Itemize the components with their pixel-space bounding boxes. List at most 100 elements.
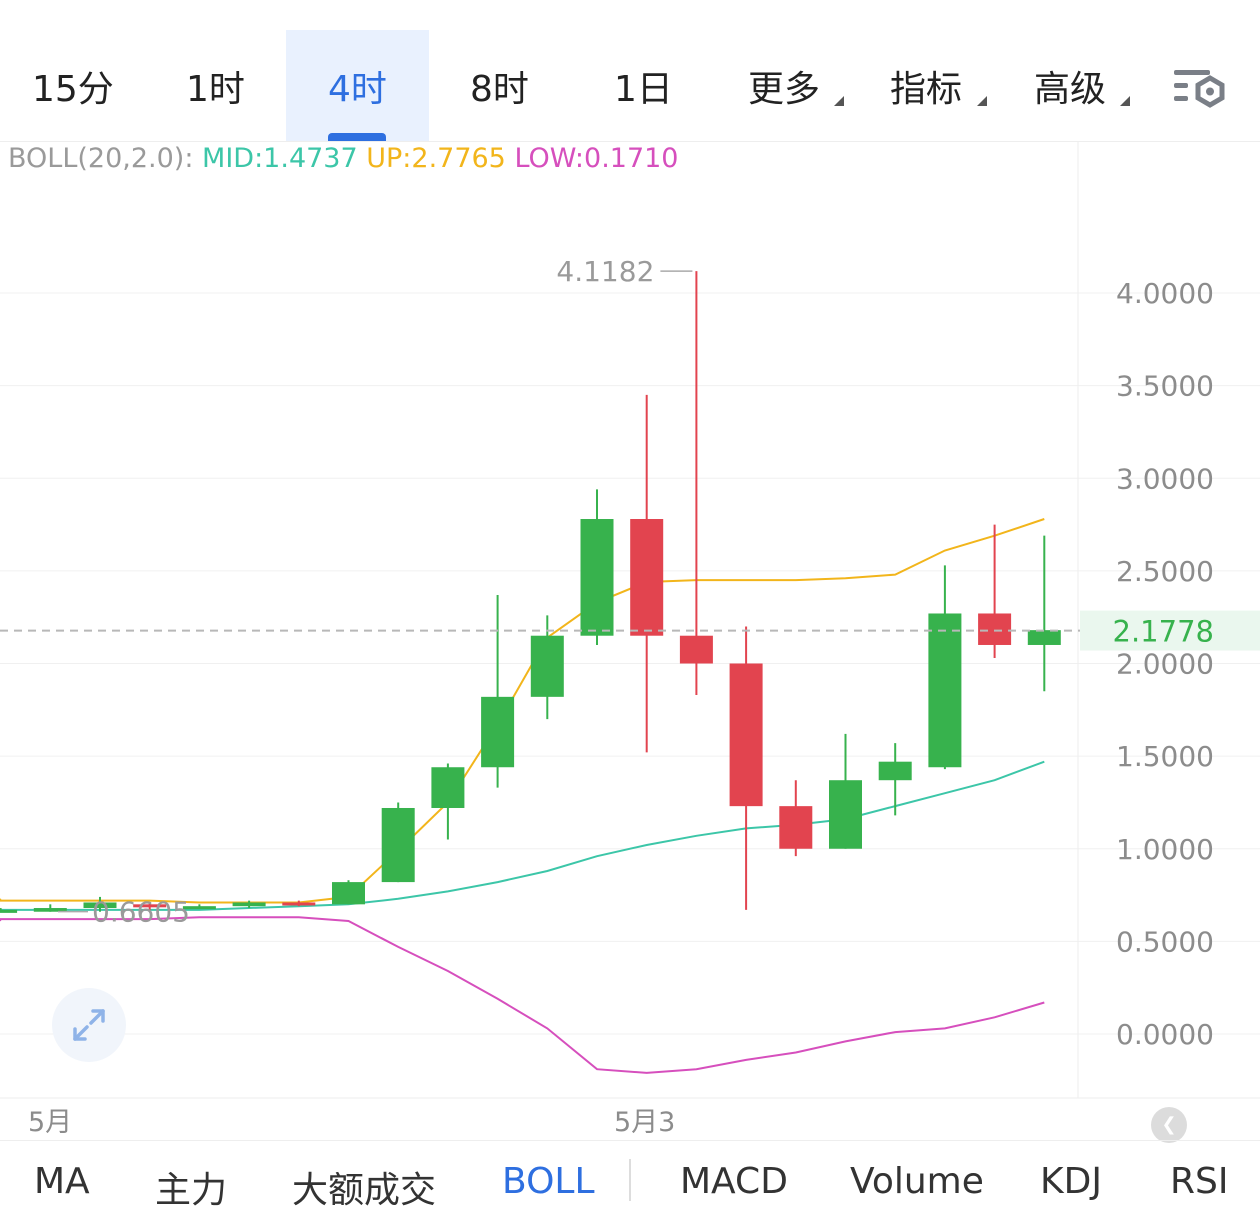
candle-body [829, 780, 862, 849]
current-price-tag [1080, 610, 1260, 651]
candle [878, 743, 912, 816]
candle [431, 763, 465, 840]
x-axis-label-may3: 5月3 [614, 1107, 676, 1138]
tab-1h[interactable]: 1时 [186, 69, 245, 110]
candle [978, 524, 1012, 658]
candle-body [133, 904, 167, 908]
axis-labels: 4.0000 3.5000 3.0000 2.5000 2.0000 1.5000 1.00… [1116, 277, 1214, 1051]
candle-body [630, 519, 664, 636]
max-price-label: 4.1182 [556, 255, 654, 288]
candle-body [1027, 630, 1061, 645]
boll-legend-low: LOW:0.1710 [514, 143, 679, 174]
candle-body [530, 635, 564, 697]
boll-legend-mid: MID:1.4737 [202, 143, 358, 174]
candle [779, 780, 813, 857]
boll-legend-name: BOLL(20,2.0): [8, 143, 194, 174]
candle-body [481, 696, 515, 768]
top-divider [0, 141, 1260, 142]
boll-legend-up: UP:2.7765 [366, 143, 506, 174]
advanced-dropdown-caret-icon [1120, 96, 1130, 106]
indicator-separator [629, 1159, 631, 1201]
indicator-ma[interactable]: MA [34, 1161, 90, 1202]
candle [928, 565, 962, 770]
grid [0, 292, 1260, 1035]
tab-4h-highlight [286, 30, 429, 142]
candle [33, 904, 67, 912]
candle [232, 900, 266, 909]
y-axis-tick-label: 0.5000 [1116, 925, 1214, 958]
candle-body [0, 909, 18, 913]
y-axis-tick-label: 1.0000 [1116, 833, 1214, 866]
candle [182, 904, 216, 910]
indicator-dropdown-caret-icon [977, 96, 987, 106]
candle-body [182, 906, 216, 910]
candle [481, 594, 515, 788]
candle [83, 896, 117, 912]
y-axis-tick-label: 1.5000 [1116, 740, 1214, 773]
x-axis-label-may: 5月 [28, 1107, 73, 1138]
y-axis-tick-label: 2.5000 [1116, 555, 1214, 588]
tab-15m[interactable]: 15分 [32, 69, 114, 110]
advanced-dropdown[interactable]: 高级 [1034, 69, 1107, 110]
tab-8h[interactable]: 8时 [470, 69, 529, 110]
candle-body [232, 902, 266, 907]
boll-line-low [0, 916, 1045, 1074]
candle [729, 626, 763, 910]
timeframe-bar: 15分 1时 4时 8时 1日 更多 指标 高级 [0, 0, 1260, 142]
indicator-bar: MA 主力 大额成交 BOLL MACD Volume KDJ RSI [0, 1140, 1260, 1227]
expand-chart-button[interactable] [52, 988, 126, 1062]
indicator-main-force[interactable]: 主力 [155, 1170, 228, 1211]
candle [282, 900, 316, 907]
candle-body [878, 761, 912, 781]
tab-1d[interactable]: 1日 [614, 69, 673, 110]
candle-body [729, 663, 763, 807]
current-price-label: 2.1778 [1113, 615, 1214, 649]
candle [1027, 535, 1061, 692]
candle [829, 733, 862, 849]
candle-body [282, 902, 316, 906]
chart-settings-icon[interactable] [1172, 66, 1228, 110]
indicator-rsi[interactable]: RSI [1170, 1161, 1229, 1202]
candle [580, 489, 614, 645]
candles [0, 271, 1061, 913]
annotations: 2.1778 4.1182 0.6605 [0, 255, 1260, 929]
candle-body [431, 767, 465, 808]
candle [530, 615, 564, 720]
min-price-label: 0.6605 [92, 896, 190, 929]
candlestick-chart[interactable]: 4.0000 3.5000 3.0000 2.5000 2.0000 1.5000 1.00… [0, 0, 1260, 1140]
candle [0, 908, 18, 913]
candle-body [381, 807, 415, 883]
candle-body [928, 613, 962, 768]
candle-body [779, 806, 813, 849]
candle [679, 271, 713, 695]
y-axis-tick-label: 4.0000 [1116, 277, 1214, 310]
tab-4h[interactable]: 4时 [328, 69, 387, 110]
candle [133, 902, 167, 910]
candle-body [332, 882, 365, 905]
boll-bands [0, 518, 1045, 1074]
expand-arrows-icon [73, 1009, 105, 1041]
boll-line-mid [0, 760, 1045, 911]
candle-body [33, 908, 67, 912]
indicator-large-trades[interactable]: 大额成交 [292, 1170, 437, 1211]
more-dropdown-caret-icon [834, 96, 844, 106]
tab-active-indicator [328, 133, 386, 142]
candle-body [679, 635, 713, 664]
indicator-boll[interactable]: BOLL [502, 1161, 595, 1202]
candle [630, 394, 664, 753]
y-axis-tick-label: 3.0000 [1116, 462, 1214, 495]
indicator-dropdown[interactable]: 指标 [890, 69, 963, 110]
candle-body [580, 519, 614, 636]
boll-line-up [0, 518, 1045, 904]
scroll-to-latest-button[interactable]: ❮ [1151, 1107, 1187, 1143]
indicator-volume[interactable]: Volume [850, 1161, 984, 1202]
indicator-kdj[interactable]: KDJ [1040, 1161, 1102, 1202]
indicator-macd[interactable]: MACD [680, 1161, 788, 1202]
y-axis-tick-label: 0.0000 [1116, 1018, 1214, 1051]
candle [332, 880, 365, 905]
y-axis-tick-label: 3.5000 [1116, 370, 1214, 403]
candle [381, 802, 415, 883]
more-dropdown[interactable]: 更多 [748, 69, 821, 110]
rewind-icon: ❮ [1161, 1114, 1177, 1135]
candle-body [978, 613, 1012, 645]
